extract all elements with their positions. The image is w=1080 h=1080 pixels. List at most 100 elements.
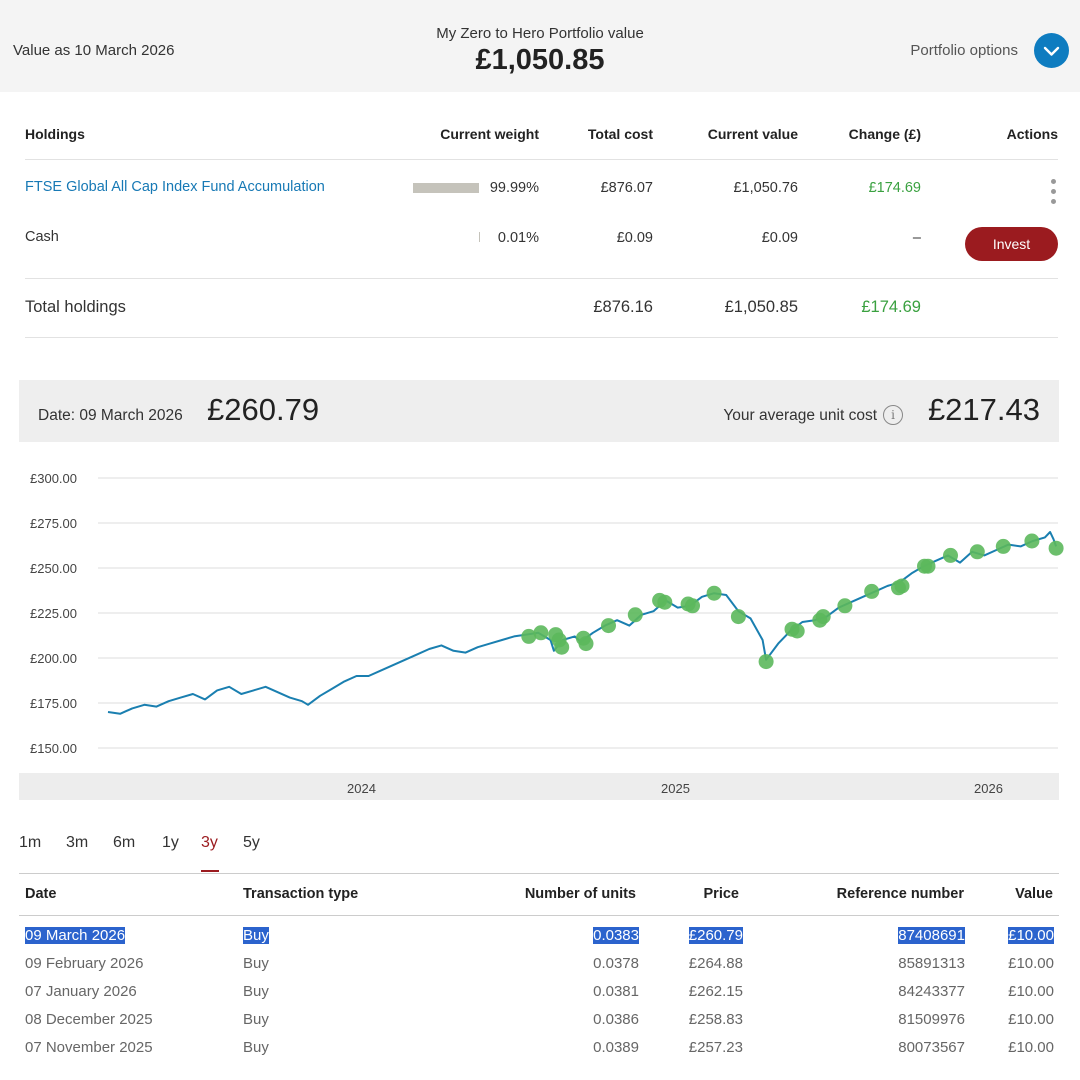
- tx-reference: 84243377: [898, 983, 965, 1000]
- purchase-marker[interactable]: [706, 585, 722, 601]
- tx-date: 07 January 2026: [25, 983, 137, 1000]
- tx-reference: 85891313: [898, 955, 965, 972]
- purchase-marker[interactable]: [1024, 533, 1040, 549]
- tab-1y[interactable]: 1y: [162, 834, 179, 851]
- col-date: Date: [25, 886, 57, 902]
- tx-type: Buy: [243, 1039, 269, 1056]
- purchase-marker[interactable]: [789, 623, 805, 639]
- col-value: Value: [1015, 886, 1053, 902]
- cash-weight: 0.01%: [497, 230, 539, 246]
- cash-name: Cash: [25, 229, 59, 245]
- tx-price: £257.23: [688, 1039, 743, 1056]
- tab-3m[interactable]: 3m: [66, 834, 89, 851]
- col-total-cost: Total cost: [587, 126, 653, 142]
- col-current-value: Current value: [707, 126, 798, 142]
- tx-type: Buy: [243, 1011, 269, 1028]
- holding-weight: 99.99%: [489, 180, 539, 196]
- purchase-marker[interactable]: [554, 639, 570, 655]
- tx-units: 0.0383: [593, 927, 639, 944]
- cash-total-cost: £0.09: [616, 230, 653, 246]
- purchase-marker[interactable]: [578, 636, 594, 652]
- tx-value: £10.00: [1008, 983, 1054, 1000]
- tx-type: Buy: [243, 927, 269, 944]
- divider: [25, 337, 1058, 338]
- tx-price: £262.15: [688, 983, 743, 1000]
- tab-3y[interactable]: 3y: [201, 834, 218, 851]
- purchase-marker[interactable]: [758, 654, 774, 670]
- holding-current-value: £1,050.76: [733, 180, 798, 196]
- divider: [19, 873, 1059, 874]
- portfolio-options-button[interactable]: [1034, 33, 1069, 68]
- purchase-marker[interactable]: [920, 558, 936, 574]
- divider: [25, 278, 1058, 279]
- average-unit-cost-label: Your average unit cost: [723, 407, 877, 424]
- tx-units: 0.0386: [593, 1011, 639, 1028]
- col-change: Change (£): [848, 126, 921, 142]
- tab-1m[interactable]: 1m: [19, 834, 42, 851]
- total-cost: £876.16: [593, 298, 653, 316]
- cash-change: –: [912, 230, 921, 246]
- purchase-marker[interactable]: [521, 628, 537, 644]
- holding-name-link[interactable]: FTSE Global All Cap Index Fund Accumulat…: [25, 179, 325, 195]
- tx-value: £10.00: [1008, 1039, 1054, 1056]
- y-tick-label: £250.00: [30, 561, 77, 576]
- portfolio-options-label[interactable]: Portfolio options: [910, 42, 1018, 59]
- tx-price: £258.83: [688, 1011, 743, 1028]
- more-vertical-icon[interactable]: [1051, 179, 1057, 209]
- purchase-marker[interactable]: [657, 594, 673, 610]
- x-tick-label: 2025: [661, 781, 690, 796]
- purchase-marker[interactable]: [894, 578, 910, 594]
- active-tab-indicator: [201, 870, 219, 872]
- holdings-header-row: Holdings Current weight Total cost Curre…: [25, 112, 1058, 160]
- invest-button[interactable]: Invest: [965, 227, 1058, 261]
- tx-date: 08 December 2025: [25, 1011, 153, 1028]
- tx-value: £10.00: [1008, 1011, 1054, 1028]
- purchase-marker[interactable]: [1048, 540, 1064, 556]
- col-holdings: Holdings: [25, 126, 85, 142]
- weight-bar: [413, 183, 479, 193]
- portfolio-value: £1,050.85: [475, 44, 605, 76]
- unit-price: £260.79: [207, 392, 320, 427]
- tx-price: £264.88: [688, 955, 743, 972]
- tx-value: £10.00: [1008, 955, 1054, 972]
- col-transaction-type: Transaction type: [243, 886, 359, 902]
- purchase-marker[interactable]: [627, 607, 643, 623]
- purchase-marker[interactable]: [943, 547, 958, 563]
- purchase-marker[interactable]: [601, 618, 616, 634]
- tx-reference: 80073567: [898, 1039, 965, 1056]
- purchase-marker[interactable]: [533, 625, 549, 641]
- info-icon[interactable]: i: [883, 405, 903, 425]
- divider: [19, 915, 1059, 916]
- total-current-value: £1,050.85: [724, 298, 798, 316]
- tx-type: Buy: [243, 983, 269, 1000]
- price-date: Date: 09 March 2026: [38, 407, 183, 424]
- purchase-marker[interactable]: [969, 544, 985, 560]
- col-actions: Actions: [1006, 126, 1058, 142]
- x-axis: 2024 2025 2026: [19, 773, 1059, 800]
- tab-5y[interactable]: 5y: [243, 834, 260, 851]
- tab-6m[interactable]: 6m: [113, 834, 136, 851]
- price-line: [107, 531, 1058, 715]
- y-tick-label: £300.00: [30, 471, 77, 486]
- weight-bar: [479, 232, 480, 242]
- purchase-marker[interactable]: [837, 598, 853, 614]
- col-number-of-units: Number of units: [524, 886, 636, 902]
- total-holdings-label: Total holdings: [25, 298, 126, 316]
- x-tick-label: 2024: [347, 781, 376, 796]
- chevron-down-icon: [1043, 46, 1060, 56]
- tx-date: 09 March 2026: [25, 927, 126, 944]
- purchase-marker[interactable]: [685, 598, 700, 614]
- purchase-marker[interactable]: [730, 609, 746, 625]
- purchase-marker[interactable]: [815, 609, 831, 625]
- tx-date: 09 February 2026: [25, 955, 144, 972]
- y-tick-label: £225.00: [30, 606, 77, 621]
- tx-units: 0.0389: [593, 1039, 639, 1056]
- purchase-marker[interactable]: [864, 583, 880, 599]
- tx-units: 0.0381: [593, 983, 639, 1000]
- tx-value: £10.00: [1008, 927, 1054, 944]
- purchase-marker[interactable]: [995, 538, 1011, 554]
- portfolio-header: Value as 10 March 2026 My Zero to Hero P…: [0, 0, 1080, 92]
- tx-reference: 81509976: [898, 1011, 965, 1028]
- x-tick-label: 2026: [974, 781, 1003, 796]
- average-unit-cost: £217.43: [927, 392, 1040, 427]
